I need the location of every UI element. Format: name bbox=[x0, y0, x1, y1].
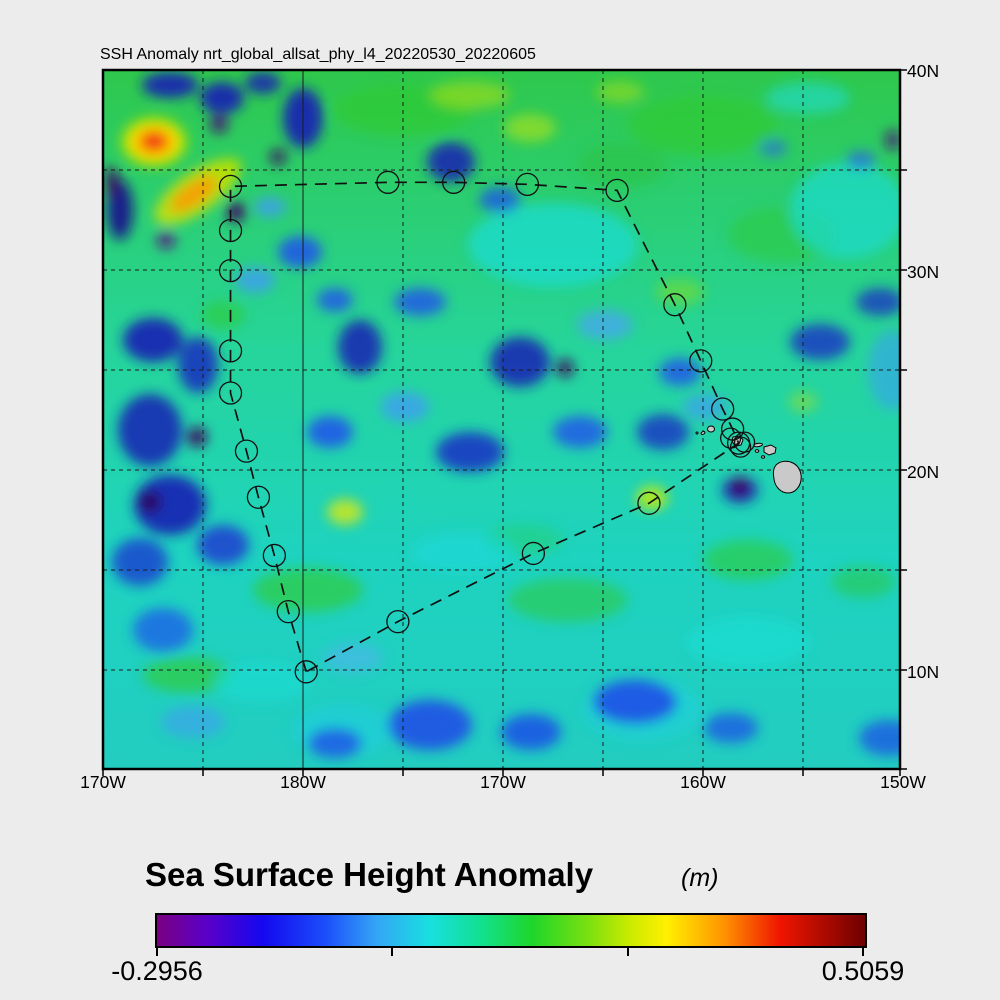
colorbar-units: (m) bbox=[681, 864, 719, 892]
track-fix-circle bbox=[218, 174, 243, 198]
track-fix-circle bbox=[442, 170, 466, 194]
track-fix-circle bbox=[386, 610, 410, 634]
x-tick-label-170w: 170W bbox=[480, 772, 526, 792]
track-fix-circle bbox=[234, 439, 259, 463]
track-fix-circle bbox=[521, 541, 546, 566]
track-fix-circle bbox=[663, 293, 687, 317]
plot-border bbox=[101, 68, 902, 771]
track-fix-circle bbox=[515, 172, 540, 196]
colorbar-tick bbox=[391, 948, 394, 956]
track-fix-circle bbox=[218, 218, 243, 243]
colorbar-tick bbox=[156, 948, 158, 956]
axis-ticks bbox=[102, 69, 907, 776]
colorbar-tick bbox=[862, 948, 864, 956]
ssh-anomaly-field bbox=[103, 70, 900, 769]
track-fix-circle bbox=[733, 431, 756, 453]
x-tick-label-160w: 160W bbox=[680, 772, 726, 792]
colorbar-gradient bbox=[155, 913, 867, 948]
colorbar-min-label: -0.2956 bbox=[111, 956, 203, 986]
track-fix-circle bbox=[276, 599, 300, 624]
colorbar-tick bbox=[626, 948, 629, 956]
x-tick-label-170w-left: 170W bbox=[80, 772, 126, 792]
colorbar-max-label: 0.5059 bbox=[821, 956, 905, 986]
track-fix-circle bbox=[218, 339, 243, 363]
track-fix-circle bbox=[376, 170, 400, 194]
track-fix-circle bbox=[218, 381, 243, 405]
map-title: SSH Anomaly nrt_global_allsat_phy_l4_202… bbox=[100, 46, 536, 63]
track-fix-circle bbox=[605, 178, 629, 203]
track-fix-circle bbox=[711, 397, 735, 421]
track-fix-circle bbox=[294, 660, 318, 684]
track-fix-circle bbox=[729, 436, 752, 458]
latlon-gridlines bbox=[103, 70, 900, 769]
x-tick-label-180w: 180W bbox=[280, 772, 326, 792]
ssh-map-plot bbox=[101, 68, 907, 776]
y-tick-label-20n: 20N bbox=[907, 462, 940, 482]
track-fix-circle bbox=[262, 543, 287, 568]
y-tick-label-30n: 30N bbox=[907, 262, 940, 282]
track-fix-circle bbox=[218, 258, 243, 283]
y-tick-label-10n: 10N bbox=[907, 662, 940, 682]
track-fix-circle bbox=[689, 349, 713, 373]
colorbar-ticks bbox=[156, 948, 864, 956]
track-fix-circle bbox=[246, 485, 271, 509]
colorbar-title: Sea Surface Height Anomaly bbox=[145, 856, 594, 893]
storm-track bbox=[218, 170, 756, 684]
track-fix-circle bbox=[637, 491, 661, 515]
x-tick-label-150w: 150W bbox=[880, 772, 926, 792]
y-tick-label-40n: 40N bbox=[907, 61, 940, 81]
